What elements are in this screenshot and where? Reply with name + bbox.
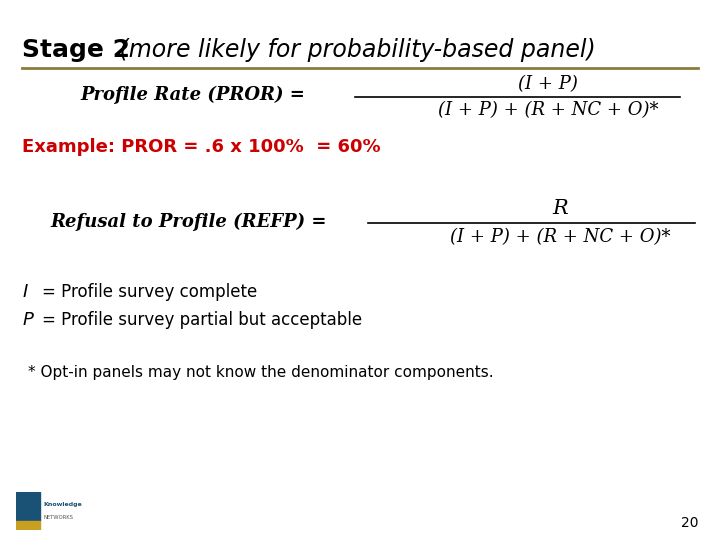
Text: (I + P): (I + P) — [518, 75, 578, 93]
Text: $\mathit{P}$: $\mathit{P}$ — [22, 311, 35, 329]
Text: = Profile survey complete: = Profile survey complete — [42, 283, 257, 301]
Text: Example: PROR = .6 x 100%  = 60%: Example: PROR = .6 x 100% = 60% — [22, 138, 381, 156]
Text: Stage 2: Stage 2 — [22, 38, 130, 62]
Text: $\mathit{I}$: $\mathit{I}$ — [22, 283, 29, 301]
Text: Refusal to Profile (REFP) =: Refusal to Profile (REFP) = — [50, 213, 333, 231]
Text: Knowledge: Knowledge — [44, 502, 83, 507]
Text: R: R — [552, 199, 568, 218]
Text: Profile Rate (PROR) =: Profile Rate (PROR) = — [80, 86, 311, 104]
Text: = Profile survey partial but acceptable: = Profile survey partial but acceptable — [42, 311, 362, 329]
Text: 20: 20 — [680, 516, 698, 530]
Bar — [16, 492, 40, 521]
Text: * Opt-in panels may not know the denominator components.: * Opt-in panels may not know the denomin… — [28, 364, 494, 380]
Text: (more likely for probability-based panel): (more likely for probability-based panel… — [112, 38, 595, 62]
Bar — [16, 521, 40, 530]
Text: (I + P) + (R + NC + O)*: (I + P) + (R + NC + O)* — [438, 101, 658, 119]
Text: NETWORKS: NETWORKS — [44, 515, 73, 519]
Text: (I + P) + (R + NC + O)*: (I + P) + (R + NC + O)* — [450, 228, 670, 246]
